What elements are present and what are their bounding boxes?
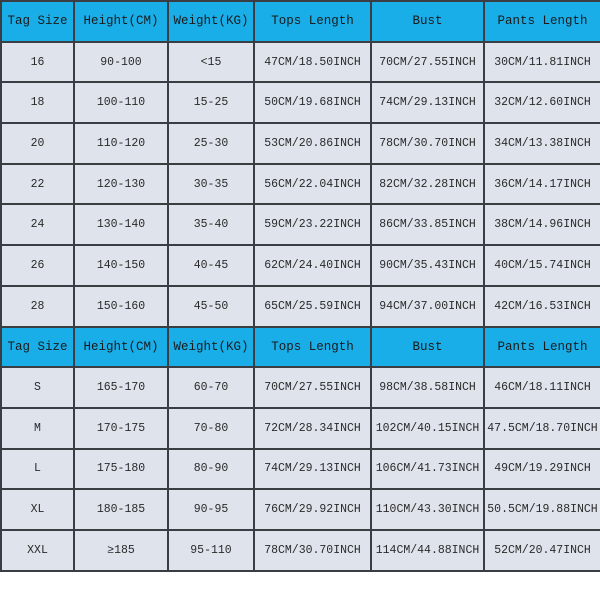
cell-tag-size: 24: [0, 203, 75, 247]
cell-tag-size: S: [0, 366, 75, 409]
table-row: XXL ≥185 95-110 78CM/30.70INCH 114CM/44.88IN…: [0, 528, 600, 572]
cell-weight: 45-50: [167, 284, 255, 328]
cell-weight: 60-70: [167, 366, 255, 409]
cell-bust: 114CM/44.88INCH: [370, 528, 485, 572]
cell-height: 140-150: [73, 244, 169, 287]
header-height: Height(CM): [73, 0, 169, 43]
cell-height: 180-185: [73, 488, 169, 531]
header-tops-length: Tops Length: [253, 0, 372, 43]
cell-tops-length: 53CM/20.86INCH: [253, 122, 372, 165]
cell-height: 150-160: [73, 284, 169, 328]
cell-bust: 74CM/29.13INCH: [370, 81, 485, 125]
cell-bust: 70CM/27.55INCH: [370, 40, 485, 84]
header-tops-length: Tops Length: [253, 325, 372, 369]
cell-tag-size: 18: [0, 81, 75, 125]
cell-tag-size: XXL: [0, 528, 75, 572]
cell-tops-length: 72CM/28.34INCH: [253, 406, 372, 450]
cell-pants-length: 32CM/12.60INCH: [483, 81, 600, 125]
cell-height: 130-140: [73, 203, 169, 247]
table-row: L 175-180 80-90 74CM/29.13INCH 106CM/41.73IN…: [0, 447, 600, 491]
table-row: S 165-170 60-70 70CM/27.55INCH 98CM/38.58INC…: [0, 366, 600, 409]
header-bust: Bust: [370, 325, 485, 369]
cell-weight: 30-35: [167, 162, 255, 206]
cell-weight: 35-40: [167, 203, 255, 247]
table-row: XL 180-185 90-95 76CM/29.92INCH 110CM/43.30I…: [0, 488, 600, 531]
cell-bust: 78CM/30.70INCH: [370, 122, 485, 165]
cell-tops-length: 50CM/19.68INCH: [253, 81, 372, 125]
table-row: 26 140-150 40-45 62CM/24.40INCH 90CM/35.43IN…: [0, 244, 600, 287]
cell-tag-size: M: [0, 406, 75, 450]
header-tag-size: Tag Size: [0, 0, 75, 43]
cell-height: 175-180: [73, 447, 169, 491]
cell-height: 90-100: [73, 40, 169, 84]
cell-pants-length: 50.5CM/19.88INCH: [483, 488, 600, 531]
cell-weight: 15-25: [167, 81, 255, 125]
cell-tag-size: 28: [0, 284, 75, 328]
cell-pants-length: 47.5CM/18.70INCH: [483, 406, 600, 450]
cell-tops-length: 62CM/24.40INCH: [253, 244, 372, 287]
cell-weight: 95-110: [167, 528, 255, 572]
cell-pants-length: 52CM/20.47INCH: [483, 528, 600, 572]
cell-pants-length: 30CM/11.81INCH: [483, 40, 600, 84]
header-weight: Weight(KG): [167, 325, 255, 369]
cell-tops-length: 65CM/25.59INCH: [253, 284, 372, 328]
cell-pants-length: 38CM/14.96INCH: [483, 203, 600, 247]
cell-bust: 90CM/35.43INCH: [370, 244, 485, 287]
size-chart-table: Tag Size Height(CM) Weight(KG) Tops Length B…: [0, 0, 600, 572]
cell-tops-length: 59CM/23.22INCH: [253, 203, 372, 247]
cell-tag-size: 16: [0, 40, 75, 84]
cell-tag-size: 20: [0, 122, 75, 165]
cell-weight: <15: [167, 40, 255, 84]
table-row: 22 120-130 30-35 56CM/22.04INCH 82CM/32.28IN…: [0, 162, 600, 206]
cell-height: ≥185: [73, 528, 169, 572]
cell-weight: 25-30: [167, 122, 255, 165]
table-row: M 170-175 70-80 72CM/28.34INCH 102CM/40.15IN…: [0, 406, 600, 450]
cell-bust: 98CM/38.58INCH: [370, 366, 485, 409]
cell-tops-length: 76CM/29.92INCH: [253, 488, 372, 531]
cell-height: 120-130: [73, 162, 169, 206]
cell-tag-size: L: [0, 447, 75, 491]
header-pants-length: Pants Length: [483, 325, 600, 369]
cell-pants-length: 49CM/19.29INCH: [483, 447, 600, 491]
cell-tops-length: 74CM/29.13INCH: [253, 447, 372, 491]
cell-bust: 110CM/43.30INCH: [370, 488, 485, 531]
cell-bust: 82CM/32.28INCH: [370, 162, 485, 206]
header-bust: Bust: [370, 0, 485, 43]
cell-tag-size: 26: [0, 244, 75, 287]
table-row: 18 100-110 15-25 50CM/19.68INCH 74CM/29.13IN…: [0, 81, 600, 125]
table-row: 24 130-140 35-40 59CM/23.22INCH 86CM/33.85IN…: [0, 203, 600, 247]
cell-pants-length: 36CM/14.17INCH: [483, 162, 600, 206]
header-weight: Weight(KG): [167, 0, 255, 43]
cell-bust: 106CM/41.73INCH: [370, 447, 485, 491]
cell-tag-size: 22: [0, 162, 75, 206]
cell-weight: 40-45: [167, 244, 255, 287]
cell-height: 110-120: [73, 122, 169, 165]
cell-weight: 70-80: [167, 406, 255, 450]
cell-height: 165-170: [73, 366, 169, 409]
cell-height: 100-110: [73, 81, 169, 125]
header-tag-size: Tag Size: [0, 325, 75, 369]
cell-tops-length: 78CM/30.70INCH: [253, 528, 372, 572]
cell-tag-size: XL: [0, 488, 75, 531]
cell-tops-length: 70CM/27.55INCH: [253, 366, 372, 409]
header-row-2: Tag Size Height(CM) Weight(KG) Tops Length B…: [0, 325, 600, 369]
cell-bust: 102CM/40.15INCH: [370, 406, 485, 450]
cell-pants-length: 34CM/13.38INCH: [483, 122, 600, 165]
table-row: 28 150-160 45-50 65CM/25.59INCH 94CM/37.00IN…: [0, 284, 600, 328]
cell-tops-length: 47CM/18.50INCH: [253, 40, 372, 84]
cell-tops-length: 56CM/22.04INCH: [253, 162, 372, 206]
cell-weight: 90-95: [167, 488, 255, 531]
cell-pants-length: 40CM/15.74INCH: [483, 244, 600, 287]
cell-height: 170-175: [73, 406, 169, 450]
header-pants-length: Pants Length: [483, 0, 600, 43]
header-row-1: Tag Size Height(CM) Weight(KG) Tops Length B…: [0, 0, 600, 43]
cell-bust: 86CM/33.85INCH: [370, 203, 485, 247]
table-row: 20 110-120 25-30 53CM/20.86INCH 78CM/30.70IN…: [0, 122, 600, 165]
cell-weight: 80-90: [167, 447, 255, 491]
table-row: 16 90-100 <15 47CM/18.50INCH 70CM/27.55INCH 3…: [0, 40, 600, 84]
cell-bust: 94CM/37.00INCH: [370, 284, 485, 328]
cell-pants-length: 46CM/18.11INCH: [483, 366, 600, 409]
header-height: Height(CM): [73, 325, 169, 369]
cell-pants-length: 42CM/16.53INCH: [483, 284, 600, 328]
